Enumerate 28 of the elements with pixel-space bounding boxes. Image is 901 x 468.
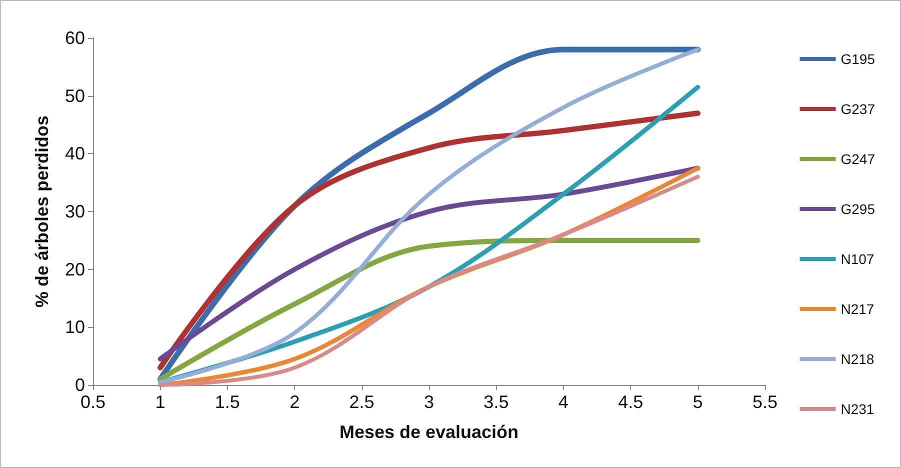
y-tick-label: 0	[74, 375, 85, 395]
x-tick-label: 2.5	[349, 392, 374, 412]
y-tick-label: 10	[64, 317, 85, 338]
legend-label: G195	[840, 51, 876, 67]
x-tick-label: 1.5	[214, 392, 240, 412]
x-axis-title: Meses de evaluación	[339, 422, 519, 442]
y-tick-label: 50	[64, 86, 85, 106]
x-tick-label: 5.5	[752, 392, 778, 412]
y-tick-label: 20	[64, 259, 85, 280]
x-tick-label: 3.5	[484, 392, 509, 412]
x-tick-label: 3	[424, 392, 434, 412]
y-tick-label: 30	[64, 202, 85, 222]
legend-label: N231	[840, 401, 874, 417]
y-tick-label: 40	[64, 144, 85, 164]
y-tick-label: 60	[64, 28, 85, 48]
x-tick-label: 1	[155, 392, 166, 412]
y-axis-title: % de árboles perdidos	[32, 115, 52, 308]
x-tick-label: 2	[290, 392, 300, 412]
legend-label: N107	[840, 251, 874, 267]
x-tick-label: 0.5	[80, 392, 106, 412]
legend-label: G295	[840, 201, 876, 217]
legend-label: G247	[840, 151, 876, 167]
x-tick-label: 5	[692, 392, 703, 412]
legend-label: N218	[840, 351, 874, 367]
x-tick-label: 4.5	[618, 392, 644, 412]
x-tick-label: 4	[558, 392, 568, 412]
legend-label: N217	[840, 301, 874, 317]
legend-label: G237	[840, 101, 876, 117]
